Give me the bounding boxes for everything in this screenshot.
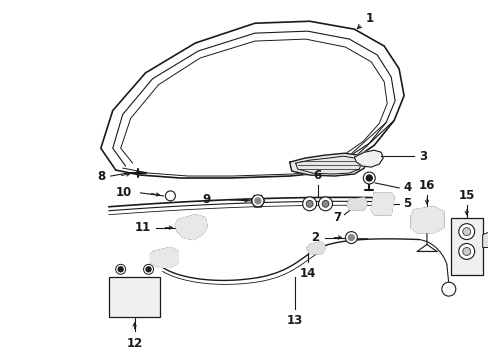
Bar [450,218,482,275]
Text: 16: 16 [418,179,434,192]
Polygon shape [482,231,488,247]
Circle shape [363,172,374,184]
Circle shape [345,231,357,243]
Text: 15: 15 [458,189,474,202]
Circle shape [347,235,354,240]
Circle shape [302,197,316,211]
Polygon shape [306,242,325,255]
Circle shape [118,267,123,272]
Circle shape [165,191,175,201]
Circle shape [462,247,470,255]
Text: 9: 9 [202,193,210,206]
Polygon shape [346,198,366,210]
Circle shape [143,264,153,274]
Text: 4: 4 [402,181,410,194]
Circle shape [305,201,312,207]
Text: 8: 8 [97,170,105,183]
Text: 11: 11 [134,221,150,234]
Polygon shape [150,247,178,267]
Circle shape [146,267,151,272]
Text: 13: 13 [286,314,302,327]
Circle shape [366,175,371,181]
Circle shape [254,198,261,204]
Circle shape [251,195,264,207]
Bar [108,277,160,317]
Circle shape [318,197,332,211]
Polygon shape [370,193,393,215]
Circle shape [116,264,125,274]
Polygon shape [410,207,443,233]
Text: 5: 5 [402,197,410,210]
Text: 3: 3 [418,150,426,163]
Text: 10: 10 [116,186,132,199]
Circle shape [441,282,455,296]
Polygon shape [354,150,383,167]
Circle shape [462,228,470,235]
Polygon shape [289,153,366,176]
Circle shape [322,201,328,207]
Text: 12: 12 [126,337,142,350]
Circle shape [458,243,474,260]
Text: 1: 1 [357,12,372,28]
Text: 7: 7 [333,211,341,224]
Polygon shape [175,215,207,239]
Text: 2: 2 [311,231,319,244]
Text: 6: 6 [313,169,321,182]
Text: 14: 14 [299,267,315,280]
Circle shape [458,224,474,239]
